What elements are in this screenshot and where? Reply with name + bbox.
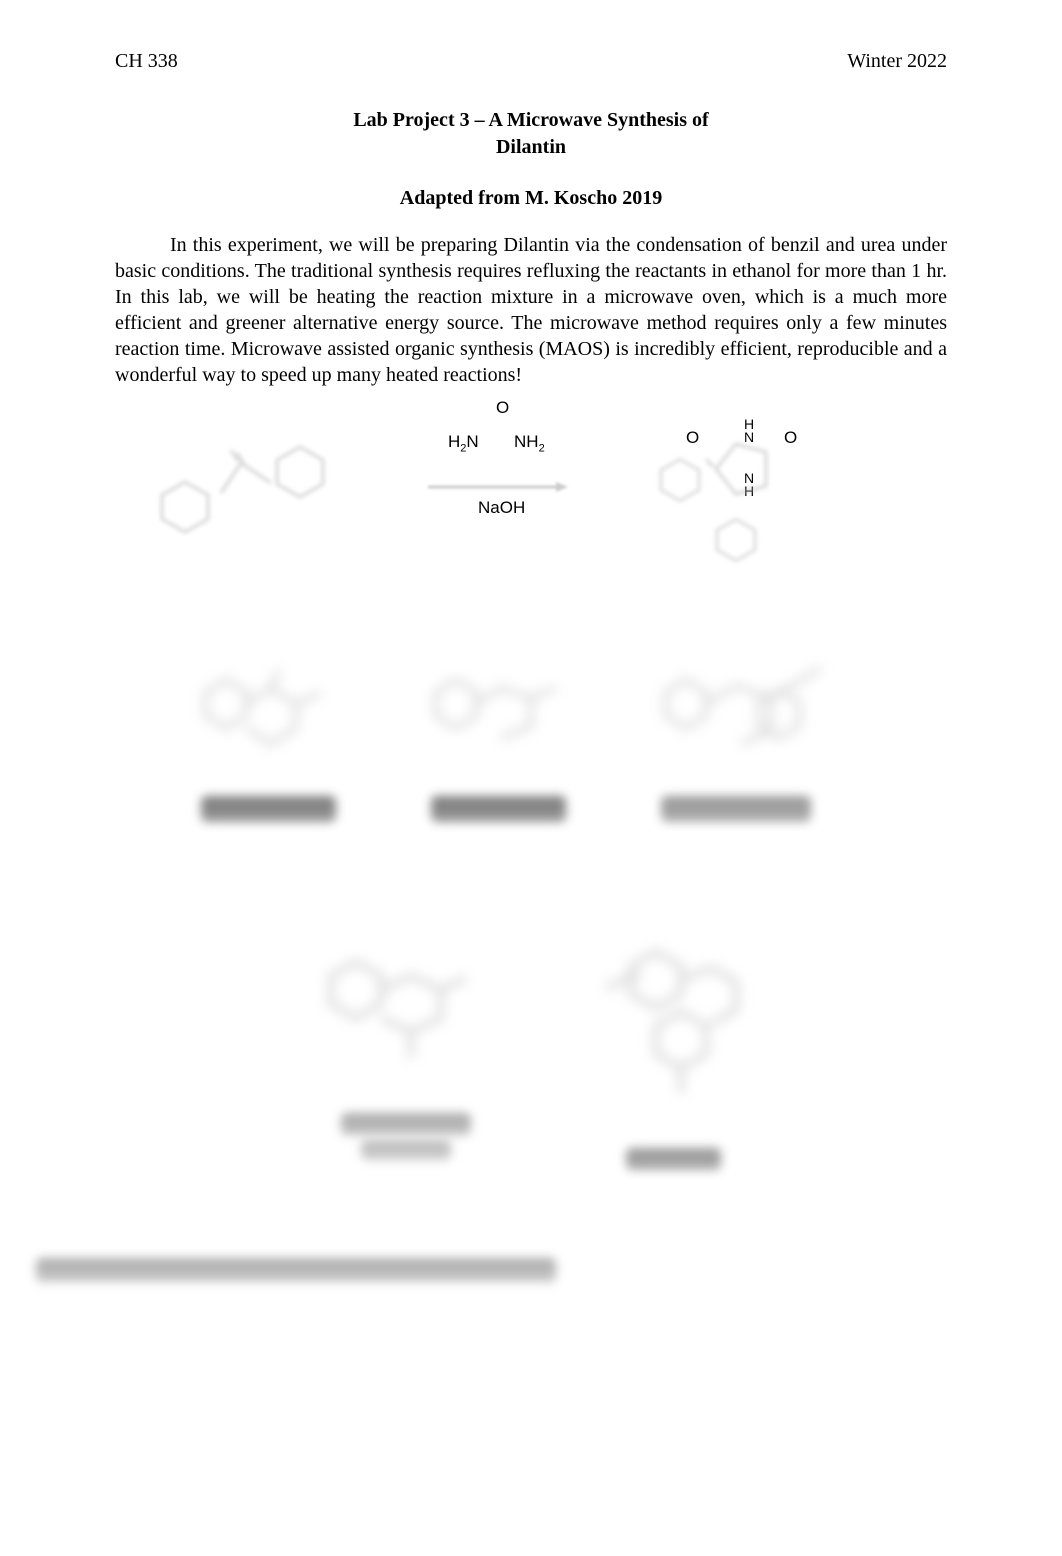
reaction-scheme: O H2N NH2 NaOH O O HN NH: [116, 398, 946, 608]
middle-structure-3: [661, 658, 831, 778]
bottom-structure-2: [586, 948, 766, 1118]
term-label: Winter 2022: [847, 50, 947, 73]
middle-caption-3: [661, 796, 811, 822]
benzil-carbonyl-bridge: [216, 448, 276, 508]
product-phenyl-2: [712, 516, 760, 564]
product-O-left-label: O: [686, 428, 699, 448]
page: CH 338 Winter 2022 Lab Project 3 – A Mic…: [0, 0, 1062, 1338]
middle-caption-1: [201, 796, 336, 822]
figure-caption-bar: [36, 1258, 556, 1282]
figure-caption-row: [116, 1258, 946, 1298]
structures-row-middle: [116, 668, 946, 868]
urea-O-label: O: [496, 398, 509, 418]
bottom-structure-1: [326, 958, 476, 1088]
title-line-1: Lab Project 3 – A Microwave Synthesis of: [115, 107, 947, 134]
middle-structure-1: [201, 668, 341, 778]
urea-NH2-label: NH2: [514, 432, 545, 454]
intro-paragraph: In this experiment, we will be preparing…: [115, 232, 947, 388]
naoh-label: NaOH: [478, 498, 525, 518]
bottom-caption-2: [626, 1148, 721, 1170]
page-header: CH 338 Winter 2022: [115, 50, 947, 73]
hydantoin-ring: [706, 434, 786, 504]
bottom-caption-1b: [361, 1140, 451, 1160]
product-phenyl-1: [656, 456, 704, 504]
benzil-phenyl-right: [271, 443, 329, 501]
urea-H2N-label: H2N: [448, 432, 479, 454]
benzil-phenyl-left: [156, 478, 214, 536]
middle-caption-2: [431, 796, 566, 822]
title-line-2: Dilantin: [115, 134, 947, 161]
title-block: Lab Project 3 – A Microwave Synthesis of…: [115, 107, 947, 161]
middle-structure-2: [431, 668, 571, 778]
adapted-from: Adapted from M. Koscho 2019: [115, 187, 947, 210]
reaction-arrow: [428, 480, 568, 494]
course-code: CH 338: [115, 50, 178, 73]
structures-row-bottom: [116, 948, 946, 1238]
bottom-caption-1a: [341, 1113, 471, 1135]
